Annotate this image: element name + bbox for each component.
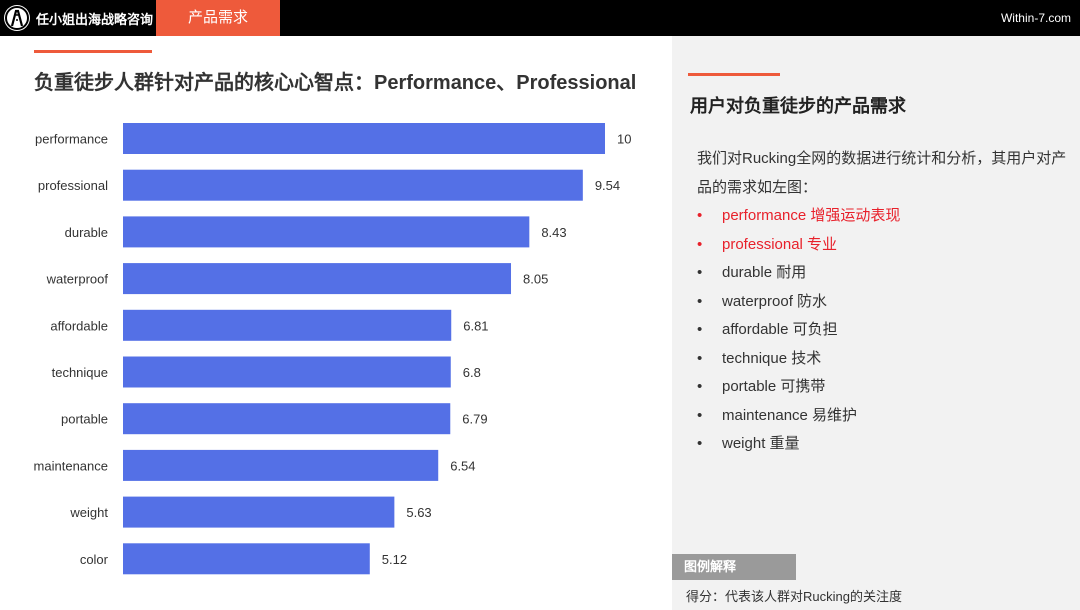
bar-affordable [123,309,452,341]
list-item: • portable 可携带 [697,373,900,402]
list-item: • performance 增强运动表现 [697,202,900,231]
bullet-icon: • [697,378,703,395]
category-label: affordable [50,318,108,333]
list-item-text: technique 技术 [722,349,822,367]
value-label: 6.81 [463,318,488,333]
list-item: • waterproof 防水 [697,288,900,317]
legend-title: 图例解释 [672,554,796,580]
road-logo-icon [4,5,30,31]
bar-maintenance [123,449,439,481]
value-label: 6.8 [463,365,481,380]
category-label: color [80,552,109,567]
list-item: • maintenance 易维护 [697,402,900,431]
summary-panel: 用户对负重徒步的产品需求 我们对Rucking全网的数据进行统计和分析，其用户对… [672,36,1080,610]
value-label: 8.43 [541,225,566,240]
category-label: professional [38,178,108,193]
category-label: maintenance [34,458,108,473]
needs-list: • performance 增强运动表现 • professional 专业 • dura… [697,202,900,459]
panel-accent-line [688,73,780,76]
list-item-text: waterproof 防水 [722,292,828,310]
brand-name: 任小姐出海战略咨询 [36,12,154,27]
list-item: • durable 耐用 [697,259,900,288]
bullet-icon: • [697,349,703,367]
list-item-text: portable 可携带 [722,378,826,395]
list-item-text: durable 耐用 [722,264,807,281]
bullet-icon: • [697,435,703,452]
category-label: performance [35,132,108,147]
bar-professional [123,169,583,201]
list-item-text: weight 重量 [722,435,800,452]
bar-color [123,543,370,575]
list-item-text: professional 专业 [722,235,838,253]
value-label: 8.05 [523,272,548,287]
legend-description: 得分：代表该人群对Rucking的关注度 [686,589,902,604]
list-item: • affordable 可负担 [697,316,900,345]
category-label: technique [52,365,108,380]
bullet-icon: • [697,207,703,224]
site-url: Within-7.com [1000,11,1071,25]
bullet-icon: • [697,321,703,338]
title-accent-line [34,50,152,53]
category-label: waterproof [46,272,109,287]
bullet-icon: • [697,406,703,424]
list-item-text: affordable 可负担 [722,321,838,338]
category-label: portable [61,412,108,427]
list-item: • weight 重量 [697,430,900,459]
top-bar: 任小姐出海战略咨询 产品需求 Within-7.com [0,0,1080,36]
bar-durable [123,216,530,248]
list-item-text: performance 增强运动表现 [722,207,901,224]
value-label: 6.79 [462,412,487,427]
bar-waterproof [123,263,512,295]
category-label: weight [69,505,108,520]
bullet-icon: • [697,235,703,253]
tab-product-needs[interactable]: 产品需求 [156,0,280,36]
bar-chart: performance 10 professional 9.54 durable 8.43… [34,123,631,575]
bullet-icon: • [697,264,703,281]
panel-title: 用户对负重徒步的产品需求 [690,96,906,116]
list-item: • professional 专业 [697,231,900,260]
list-item-text: maintenance 易维护 [722,406,858,424]
list-item: • technique 技术 [697,345,900,374]
panel-intro: 我们对Rucking全网的数据进行统计和分析，其用户对产品的需求如左图： [697,150,1067,196]
bar-technique [123,356,451,388]
value-label: 5.63 [406,505,431,520]
value-label: 6.54 [450,458,475,473]
value-label: 5.12 [382,552,407,567]
value-label: 10 [617,132,631,147]
value-label: 9.54 [595,178,620,193]
bar-weight [123,496,395,528]
chart-title: 负重徒步人群针对产品的核心心智点：Performance、Professiona… [34,72,637,94]
bullet-icon: • [697,292,703,310]
bar-performance [123,123,605,154]
bar-portable [123,403,451,435]
category-label: durable [65,225,108,240]
